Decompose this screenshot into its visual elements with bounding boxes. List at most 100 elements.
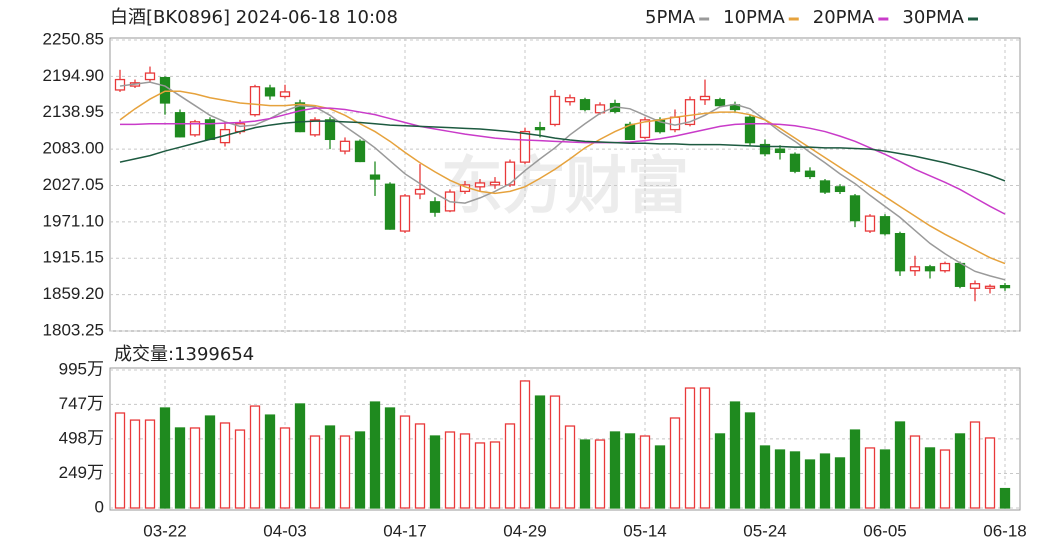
candle-body [879,216,891,235]
volume-bar [264,414,276,509]
volume-bar [819,453,831,509]
volume-bar [399,415,411,509]
volume-bar [549,395,561,509]
legend-label: 10PMA [723,7,785,28]
candle-body [549,95,561,126]
volume-bar [429,435,441,509]
candle-body [369,174,381,180]
y-tick-label: 2027.05 [43,175,104,194]
candle-body [309,119,321,136]
volume-bar [729,401,741,509]
volume-bar [639,435,651,509]
volume-bar [834,457,846,509]
candle-body [744,116,756,144]
candle-body [684,99,696,126]
candle-body [954,262,966,287]
volume-bar [774,449,786,509]
candle-body [474,182,486,188]
candle-body [534,127,546,131]
volume-bar [894,421,906,509]
candle-body [804,170,816,178]
candle-body [264,87,276,97]
y-tick-label: 995万 [59,359,104,378]
chart-title: 白酒[BK0896] 2024-06-18 10:08 [110,7,398,28]
candle-body [849,195,861,222]
volume-bar [984,437,996,509]
candle-body [639,119,651,139]
volume-bar [354,431,366,509]
candle-body [489,181,501,186]
volume-bar [744,412,756,509]
volume-bar [219,422,231,509]
volume-bar [654,445,666,509]
volume-bar [714,433,726,509]
volume-title: 成交量:1399654 [114,344,254,365]
candle-body [399,195,411,232]
y-tick-label: 1915.15 [43,248,104,267]
y-tick-label: 249万 [59,463,104,482]
volume-bar [804,459,816,509]
candle-body [759,143,771,155]
x-tick-label: 04-17 [383,521,426,540]
x-tick-label: 06-18 [983,521,1026,540]
volume-bar [594,439,606,509]
volume-bar [624,433,636,509]
candle-body [984,285,996,289]
volume-bar [279,427,291,509]
y-tick-label: 2138.95 [43,102,104,121]
y-tick-label: 747万 [59,394,104,413]
x-tick-label: 04-29 [503,521,546,540]
candle-body [294,102,306,133]
volume-bar [864,447,876,509]
volume-bar [669,417,681,509]
candle-body [939,262,951,272]
volume-bar [579,439,591,509]
y-tick-label: 2250.85 [43,29,104,48]
volume-bar [174,427,186,509]
candle-body [819,180,831,193]
candle-body [714,99,726,107]
x-tick-label: 06-05 [863,521,906,540]
volume-bar [414,423,426,509]
price-frame [109,37,1021,332]
x-tick-label: 04-03 [263,521,306,540]
x-tick-label: 05-14 [623,521,666,540]
volume-bar [564,425,576,509]
candle-body [189,121,201,136]
candle-body [834,186,846,193]
candle-body [669,116,681,131]
candle-body [339,140,351,152]
candle-body [999,285,1011,289]
candle-body [894,232,906,272]
volume-bar [459,433,471,509]
volume-bar [789,451,801,509]
candle-body [579,99,591,111]
volume-bar [879,449,891,509]
y-tick-label: 1803.25 [43,320,104,339]
candle-body [519,130,531,163]
volume-bar [534,395,546,509]
x-tick-label: 05-24 [743,521,786,540]
candle-body [909,266,921,272]
candle-body [114,78,126,91]
legend-label: 5PMA [645,7,696,28]
volume-bar [684,387,696,509]
volume-bar [999,487,1011,509]
volume-bar [609,431,621,509]
volume-bar [189,427,201,509]
y-tick-label: 1859.20 [43,284,104,303]
candle-body [564,97,576,103]
candle-body [789,153,801,172]
ma-line [120,107,1006,215]
candle-body [924,266,936,272]
volume-bar [939,449,951,509]
y-tick-label: 2083.00 [43,139,104,158]
candle-body [144,72,156,81]
candle-body [354,140,366,163]
volume-bar [849,429,861,509]
x-tick-label: 03-22 [143,521,186,540]
y-tick-label: 498万 [59,428,104,447]
volume-bar [324,425,336,509]
candle-body [249,86,261,116]
